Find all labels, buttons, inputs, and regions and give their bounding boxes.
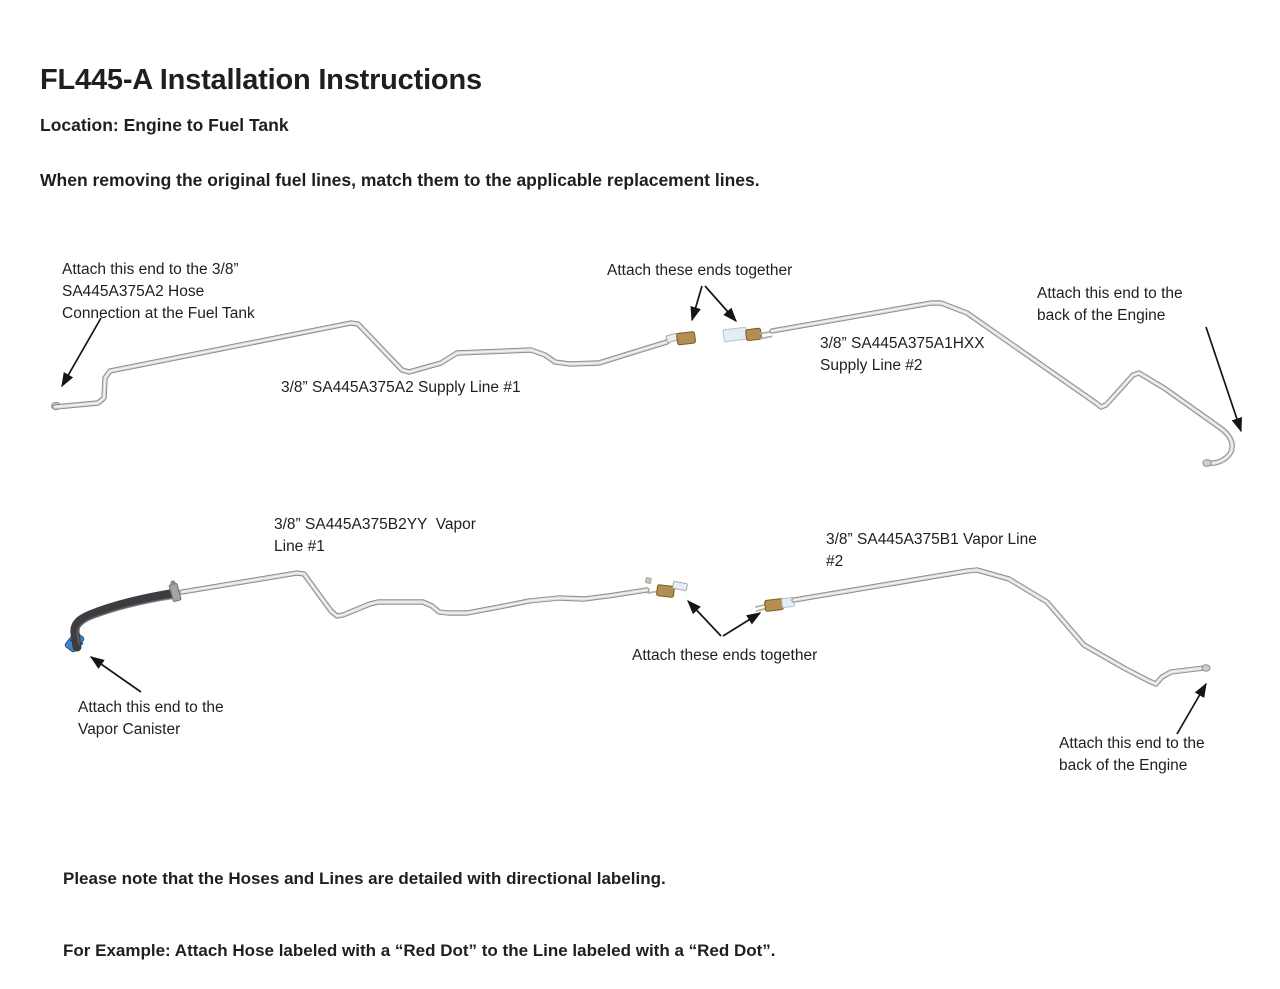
arrow-to-engine-end-top (1205, 326, 1242, 433)
tube-open-end (1202, 459, 1212, 467)
annotation-fuel-tank: Attach this end to the 3/8” SA445A375A2 … (62, 261, 255, 322)
supply-line-1-tube (51, 320, 670, 411)
arrow-to-engine-end-bottom (1176, 682, 1207, 735)
clamp-screw (170, 580, 176, 586)
brass-fitting (676, 331, 696, 346)
footer-line-2: For Example: Attach Hose labeled with a … (63, 941, 776, 960)
vapor-line-1-end-fitting (644, 577, 688, 598)
supply-line-2-tube (769, 300, 1235, 467)
vapor-line-1-hose (70, 588, 181, 652)
supply-line-2-start-fitting (722, 326, 774, 343)
label-vapor-line-1: 3/8” SA445A375B2YY Vapor Line #1 (274, 516, 476, 555)
fitting-stub (672, 581, 688, 591)
vapor-line-2-tube (791, 567, 1211, 687)
intro-line: When removing the original fuel lines, m… (40, 170, 760, 190)
arrow-to-vapor-join-right (722, 612, 762, 637)
supply-line-1-end-fitting (665, 331, 696, 346)
label-supply-line-2: 3/8” SA445A375A1HXX Supply Line #2 (820, 335, 985, 374)
brass-fitting (656, 584, 675, 598)
tube-open-end (1201, 664, 1211, 672)
label-vapor-line-2: 3/8” SA445A375B1 Vapor Line #2 (826, 531, 1037, 570)
hose-clamp (168, 580, 182, 602)
arrow-to-vapor-join-left (687, 599, 722, 637)
arrow-to-fuel-tank-end (61, 317, 102, 388)
footer-note: Please note that the Hoses and Lines are… (63, 819, 776, 989)
fitting-dot (644, 577, 652, 585)
annotation-supply-join: Attach these ends together (607, 262, 793, 279)
arrow-to-vapor-canister-end (89, 656, 142, 693)
annotation-vapor-join: Attach these ends together (632, 647, 818, 664)
location-line: Location: Engine to Fuel Tank (40, 115, 289, 135)
annotation-vapor-canister: Attach this end to the Vapor Canister (78, 699, 224, 738)
brass-fitting (764, 598, 784, 612)
vapor-line-1-tube (179, 570, 650, 619)
fitting-prongs (755, 603, 767, 612)
annotation-engine-top: Attach this end to the back of the Engin… (1037, 285, 1183, 324)
label-supply-line-1: 3/8” SA445A375A2 Supply Line #1 (281, 379, 521, 396)
vapor-line-2-start-fitting (755, 596, 795, 612)
arrow-to-supply-join-right (704, 285, 737, 323)
page-title: FL445-A Installation Instructions (40, 64, 482, 96)
callout-arrows (61, 285, 1242, 735)
annotation-engine-bottom: Attach this end to the back of the Engin… (1059, 735, 1205, 774)
brass-fitting (745, 327, 762, 342)
fitting-sleeve (722, 326, 748, 343)
arrow-to-supply-join-left (690, 285, 703, 322)
footer-line-1: Please note that the Hoses and Lines are… (63, 869, 666, 888)
